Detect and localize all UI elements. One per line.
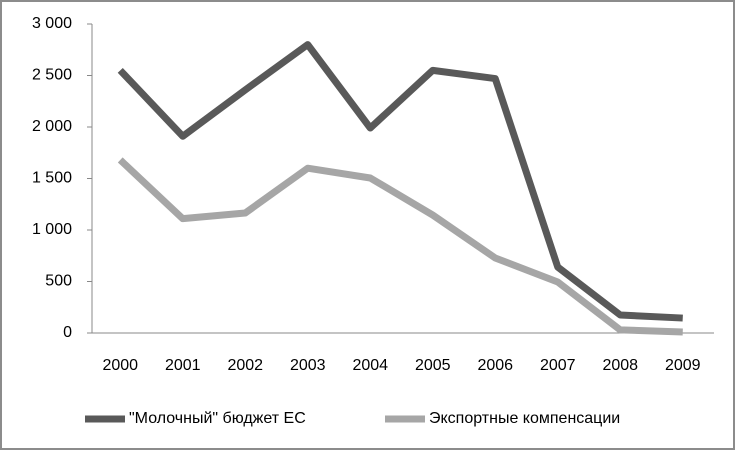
x-tick-label: 2008 (602, 357, 638, 374)
legend-label: Экспортные компенсации (429, 410, 620, 427)
y-tick-label: 500 (45, 273, 72, 290)
x-tick-label: 2005 (415, 357, 451, 374)
x-tick-label: 2007 (540, 357, 576, 374)
y-tick-label: 0 (63, 324, 72, 341)
x-tick-label: 2001 (165, 357, 201, 374)
x-tick-label: 2004 (352, 357, 388, 374)
y-tick-label: 3 000 (32, 15, 72, 32)
series-line (117, 157, 683, 336)
y-tick-label: 2 500 (32, 67, 72, 84)
y-tick-label: 1 000 (32, 221, 72, 238)
y-tick-label: 2 000 (32, 118, 72, 135)
x-tick-label: 2000 (102, 357, 138, 374)
y-tick-label: 1 500 (32, 170, 72, 187)
x-tick-label: 2006 (477, 357, 513, 374)
x-tick-label: 2009 (665, 357, 701, 374)
legend-label: "Молочный" бюджет ЕС (129, 410, 306, 427)
x-tick-label: 2002 (227, 357, 263, 374)
x-tick-label: 2003 (290, 357, 326, 374)
series-line (117, 41, 683, 322)
